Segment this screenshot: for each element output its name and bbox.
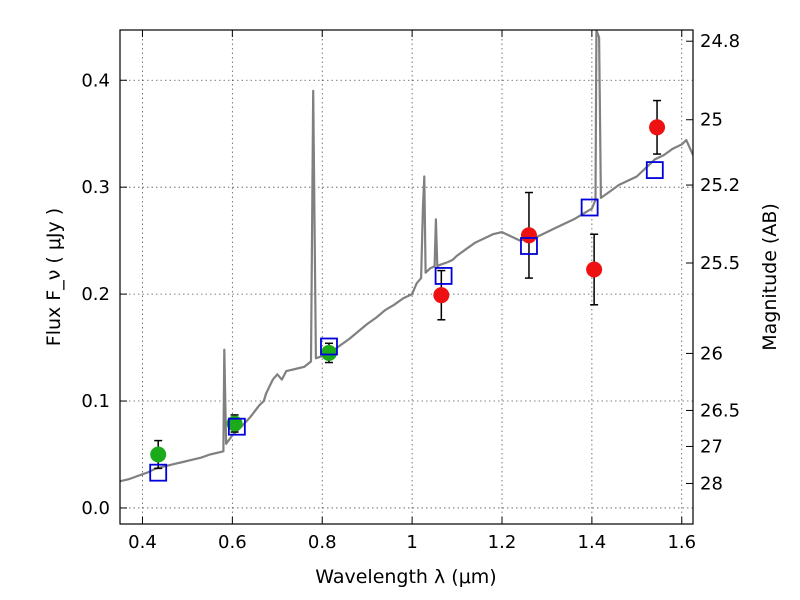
model-box	[520, 237, 538, 255]
photometry-point	[150, 439, 167, 470]
spectrum-line	[120, 30, 693, 483]
y-tick-label: 0.1	[81, 391, 110, 412]
photometry-point	[649, 99, 666, 155]
y-tick-label: 0.2	[81, 284, 110, 305]
photometry-point	[320, 342, 337, 364]
right-tick-label: 26.5	[700, 400, 740, 421]
x-tick-label: 0.6	[218, 532, 247, 553]
data-marker	[586, 261, 603, 278]
y-tick-label: 0.3	[81, 177, 110, 198]
model-box	[149, 463, 168, 482]
data-marker	[150, 446, 167, 463]
right-tick-label: 27	[700, 436, 723, 457]
data-marker	[320, 344, 337, 361]
right-tick-label: 25.5	[700, 253, 740, 274]
right-tick-label: 25	[700, 110, 723, 131]
y-right-axis-label: Magnitude (AB)	[759, 203, 781, 351]
model-box	[434, 267, 453, 285]
photometry-point	[433, 269, 450, 321]
right-tick-label: 28	[700, 473, 723, 494]
data-marker	[649, 119, 666, 136]
x-tick-label: 1.4	[578, 532, 607, 553]
axis-ticks: 0.4 0.6 0.8 1 1.2 1.4 1.6 0.0 0.1 0.2 0.3 0.4 24.8 25…	[81, 30, 740, 553]
y-axis-label: Flux F_ν ( μJy )	[43, 208, 65, 346]
data-marker	[520, 227, 537, 244]
right-tick-label: 25.2	[700, 175, 740, 196]
model-box	[320, 337, 338, 356]
x-tick-label: 1	[406, 532, 417, 553]
x-tick-label: 0.4	[128, 532, 157, 553]
x-tick-label: 0.8	[308, 532, 337, 553]
grid	[120, 30, 693, 524]
model-box	[580, 198, 599, 217]
x-axis-label: Wavelength λ (μm)	[315, 566, 496, 588]
right-tick-label: 26	[700, 343, 723, 364]
model-box	[645, 161, 664, 179]
photometry-point	[586, 233, 603, 306]
x-tick-label: 1.2	[488, 532, 517, 553]
y-tick-label: 0.0	[81, 498, 110, 519]
photometry-point	[520, 191, 537, 279]
x-tick-label: 1.6	[667, 532, 696, 553]
y-tick-label: 0.4	[81, 70, 110, 91]
data-marker	[433, 287, 450, 304]
model-box	[227, 417, 246, 436]
plot-area	[120, 30, 693, 483]
right-tick-label: 24.8	[700, 31, 740, 52]
plot-frame	[119, 29, 694, 525]
